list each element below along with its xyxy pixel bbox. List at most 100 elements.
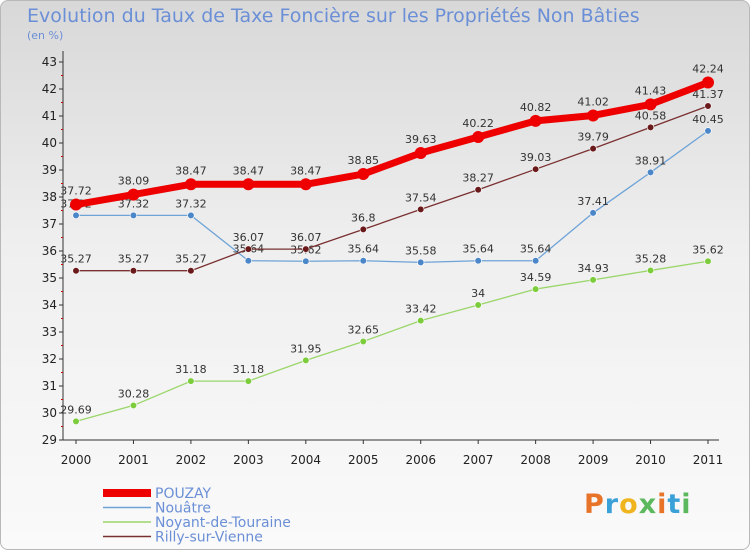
data-point xyxy=(702,76,714,89)
data-label: 38.27 xyxy=(462,172,494,185)
data-point xyxy=(357,168,370,181)
data-point xyxy=(587,109,600,122)
logo-letter: t xyxy=(667,489,682,520)
series-line xyxy=(72,79,712,209)
logo-letter: i xyxy=(681,489,692,520)
logo-letter: P xyxy=(584,489,605,520)
data-point xyxy=(302,257,310,265)
logo-letter: r xyxy=(604,489,620,520)
data-point xyxy=(187,267,195,275)
series-noyant-de-touraine: 29.69 30.28 31.18 31.18 31.95 32.65 33.42 34 34.… xyxy=(60,243,724,425)
data-label: 40.45 xyxy=(692,113,724,126)
data-label: 36.07 xyxy=(233,231,265,244)
x-tick-label: 2001 xyxy=(118,453,149,467)
data-label: 31.95 xyxy=(290,342,322,355)
data-point xyxy=(704,257,712,265)
y-tick-label: 37 xyxy=(42,217,57,231)
data-point xyxy=(646,266,655,275)
chart-unit-label: (en %) xyxy=(27,29,64,42)
data-point xyxy=(646,123,655,131)
legend-item: Nouâtre xyxy=(103,501,211,517)
data-label: 37.32 xyxy=(175,197,207,210)
data-label: 37.41 xyxy=(577,195,609,208)
data-point xyxy=(129,401,138,410)
data-point xyxy=(472,131,485,144)
data-point xyxy=(127,188,140,201)
x-tick-label: 2003 xyxy=(233,453,264,467)
data-label: 35.64 xyxy=(462,243,494,256)
legend-label: Noyant-de-Touraine xyxy=(155,515,291,531)
x-tick-label: 2000 xyxy=(61,453,92,467)
data-point xyxy=(302,245,310,253)
data-label: 38.85 xyxy=(348,154,380,167)
y-tick-label: 35 xyxy=(42,271,57,285)
data-label: 29.69 xyxy=(60,403,92,416)
data-label: 40.82 xyxy=(520,101,552,114)
data-label: 34.59 xyxy=(520,271,552,284)
y-tick-label: 39 xyxy=(42,163,57,177)
data-label: 38.47 xyxy=(233,164,265,177)
logo-letter: i xyxy=(657,489,668,520)
data-point xyxy=(244,377,252,385)
y-tick-label: 43 xyxy=(42,55,57,69)
data-point xyxy=(359,337,367,346)
data-label: 32.65 xyxy=(348,323,380,336)
data-label: 39.03 xyxy=(520,151,552,164)
legend-item: Noyant-de-Touraine xyxy=(103,515,291,531)
data-point xyxy=(299,178,312,191)
legend-label: Rilly-sur-Vienne xyxy=(155,530,263,546)
data-point xyxy=(646,168,655,177)
x-tick-label: 2005 xyxy=(348,453,379,467)
data-label: 35.28 xyxy=(635,252,667,265)
y-tick-label: 32 xyxy=(42,352,57,366)
data-label: 34.93 xyxy=(577,262,609,275)
x-tick-label: 2007 xyxy=(463,453,494,467)
data-label: 35.58 xyxy=(405,244,437,257)
data-point xyxy=(129,267,138,275)
data-point xyxy=(70,198,82,211)
y-tick-label: 34 xyxy=(42,298,57,312)
data-label: 36.8 xyxy=(351,211,376,224)
data-point xyxy=(187,377,195,385)
data-point xyxy=(184,178,197,191)
data-label: 30.28 xyxy=(118,387,150,400)
data-label: 40.58 xyxy=(635,109,667,122)
legend-label: POUZAY xyxy=(155,486,212,502)
y-tick-label: 33 xyxy=(42,325,57,339)
data-point xyxy=(589,276,597,284)
data-point xyxy=(704,102,712,110)
series-pouzay: 37.72 38.09 38.47 38.47 38.47 38.85 39.63 40.22… xyxy=(60,63,724,211)
x-tick-label: 2002 xyxy=(176,453,207,467)
x-tick-label: 2009 xyxy=(578,453,609,467)
y-tick-label: 36 xyxy=(42,244,57,258)
data-label: 33.42 xyxy=(405,303,437,316)
data-label: 36.07 xyxy=(290,231,322,244)
logo-letter: x xyxy=(638,489,658,520)
series-line xyxy=(75,105,709,272)
data-point xyxy=(474,257,482,265)
data-point xyxy=(529,114,542,127)
data-point xyxy=(704,127,712,135)
data-point xyxy=(129,211,138,219)
data-point xyxy=(474,186,482,194)
y-tick-label: 38 xyxy=(42,190,57,204)
legend-item: Rilly-sur-Vienne xyxy=(103,530,263,546)
data-point xyxy=(244,257,252,265)
data-label: 31.18 xyxy=(175,363,207,376)
data-point xyxy=(474,301,482,309)
series-line xyxy=(75,130,709,263)
legend-label: Nouâtre xyxy=(155,501,211,517)
series-rilly-sur-vienne: 35.27 35.27 35.27 36.07 36.07 36.8 37.54 38.27 3… xyxy=(60,88,724,275)
data-label: 39.79 xyxy=(577,131,609,144)
x-tick-label: 2008 xyxy=(520,453,551,467)
data-point xyxy=(417,258,425,266)
x-tick-label: 2004 xyxy=(291,453,322,467)
data-point xyxy=(417,317,425,325)
legend-item: POUZAY xyxy=(103,486,212,502)
series-line xyxy=(75,260,709,423)
data-point xyxy=(72,267,80,275)
data-label: 37.54 xyxy=(405,191,437,204)
data-point xyxy=(532,257,540,265)
